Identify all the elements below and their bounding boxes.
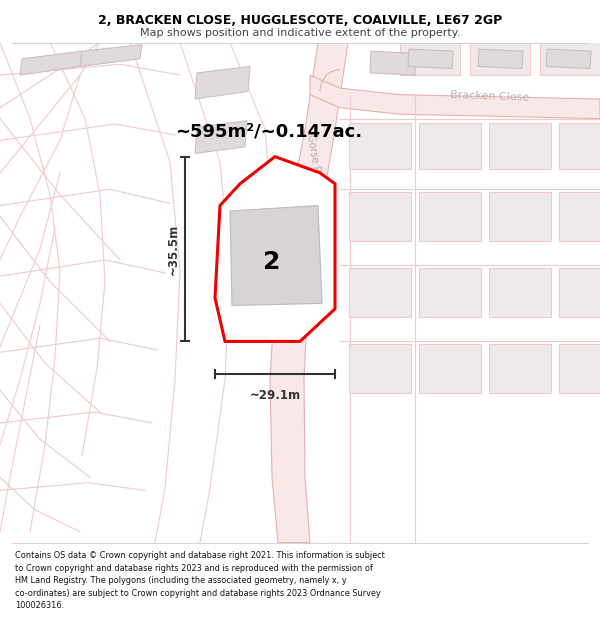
Bar [419, 192, 481, 241]
Text: HM Land Registry. The polygons (including the associated geometry, namely x, y: HM Land Registry. The polygons (includin… [15, 576, 347, 585]
Polygon shape [230, 206, 322, 306]
Text: ~29.1m: ~29.1m [250, 389, 301, 402]
Text: Contains OS data © Crown copyright and database right 2021. This information is : Contains OS data © Crown copyright and d… [15, 551, 385, 560]
Bar [349, 344, 411, 393]
Bar [559, 192, 600, 241]
Text: 100026316.: 100026316. [15, 601, 64, 610]
Bar [559, 123, 600, 169]
Text: ~35.5m: ~35.5m [167, 223, 179, 274]
Text: Gorse Road: Gorse Road [305, 134, 325, 191]
Polygon shape [195, 66, 250, 99]
Text: 2: 2 [263, 250, 281, 274]
Bar [489, 344, 551, 393]
Text: 2, BRACKEN CLOSE, HUGGLESCOTE, COALVILLE, LE67 2GP: 2, BRACKEN CLOSE, HUGGLESCOTE, COALVILLE… [98, 14, 502, 26]
Polygon shape [20, 51, 82, 75]
Polygon shape [408, 49, 453, 69]
Polygon shape [80, 44, 142, 66]
Text: co-ordinates) are subject to Crown copyright and database rights 2023 Ordnance S: co-ordinates) are subject to Crown copyr… [15, 589, 380, 598]
Polygon shape [478, 49, 523, 69]
Bar [349, 268, 411, 317]
Polygon shape [270, 42, 348, 542]
Bar [419, 344, 481, 393]
Text: to Crown copyright and database rights 2023 and is reproduced with the permissio: to Crown copyright and database rights 2… [15, 564, 373, 572]
Bar [349, 123, 411, 169]
Polygon shape [310, 75, 600, 119]
Polygon shape [195, 121, 247, 153]
Text: Map shows position and indicative extent of the property.: Map shows position and indicative extent… [140, 28, 460, 38]
Bar [470, 32, 530, 75]
Polygon shape [546, 49, 591, 69]
Bar [419, 268, 481, 317]
Bar [419, 123, 481, 169]
Bar [349, 192, 411, 241]
Bar [489, 192, 551, 241]
Bar [559, 268, 600, 317]
Bar [559, 344, 600, 393]
Bar [489, 268, 551, 317]
Bar [400, 32, 460, 75]
Text: Bracken Close: Bracken Close [450, 91, 530, 103]
Polygon shape [370, 51, 416, 75]
Bar [489, 123, 551, 169]
Polygon shape [215, 157, 335, 341]
Text: ~595m²/~0.147ac.: ~595m²/~0.147ac. [175, 122, 362, 141]
Bar [540, 32, 600, 75]
